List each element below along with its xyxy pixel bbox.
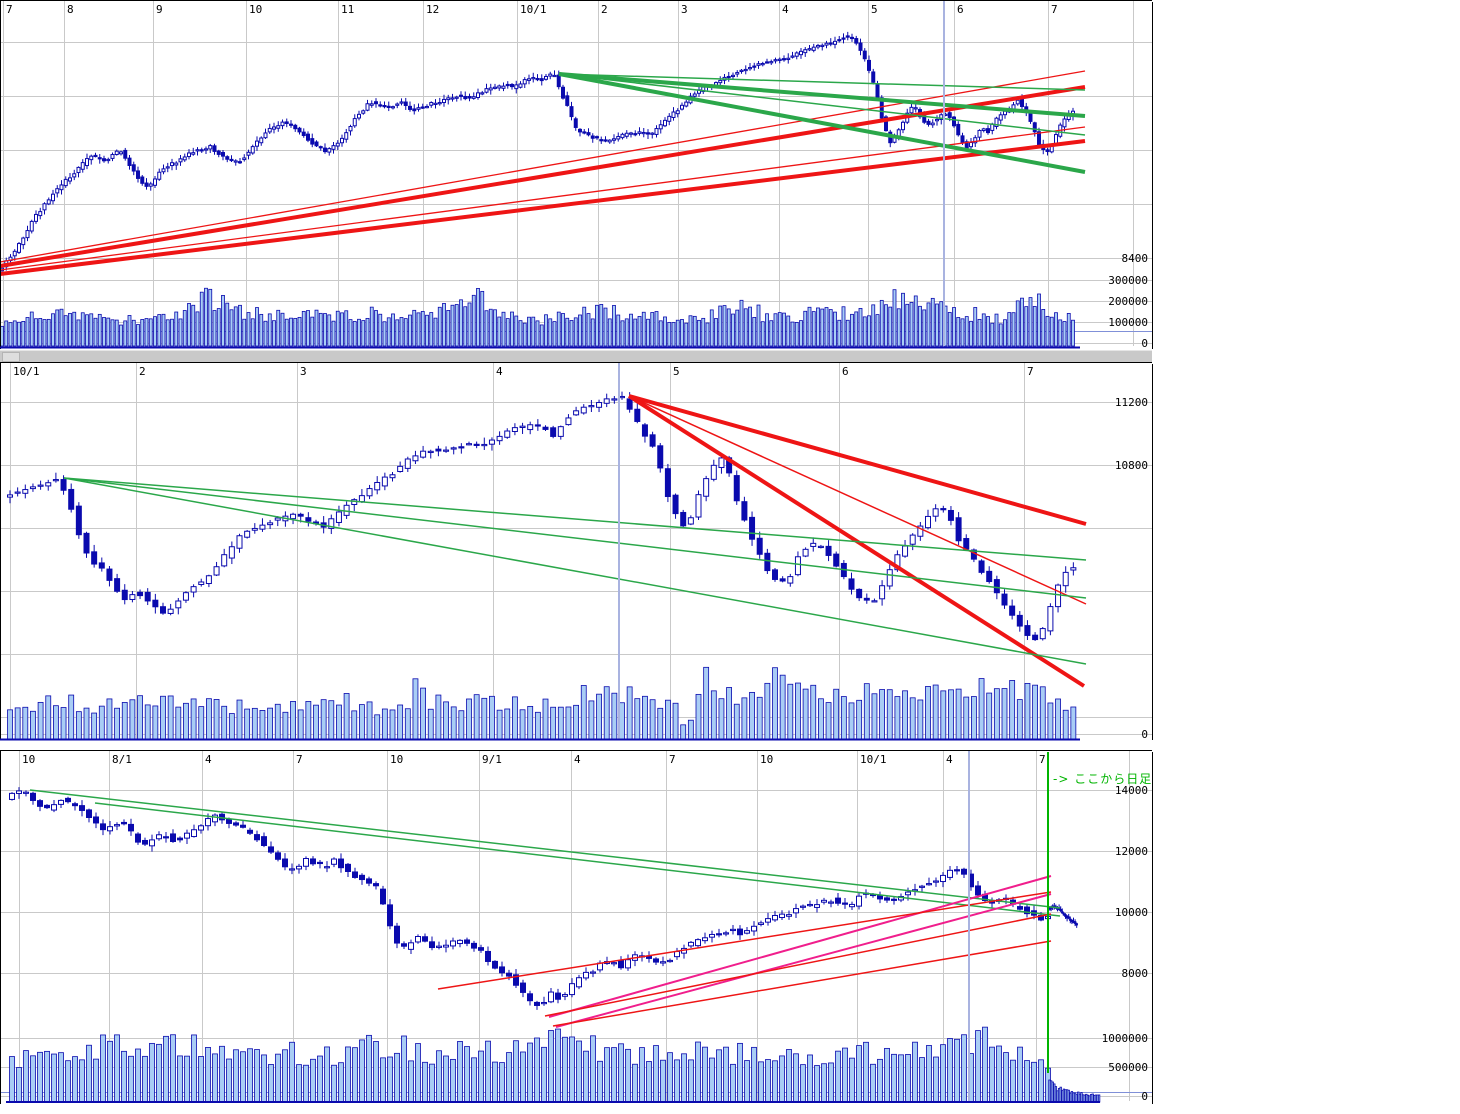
svg-text:300000: 300000 <box>1108 274 1148 287</box>
svg-text:10000: 10000 <box>1115 906 1148 919</box>
axis-labels-layer: 10 8/1 4 7 10 9/1 4 7 10 10/1 4 7 14000 12000 10000 800… <box>22 753 1148 1103</box>
marker-lines-layer <box>968 751 1049 1101</box>
svg-text:0: 0 <box>1141 1090 1148 1103</box>
svg-text:7: 7 <box>296 753 303 766</box>
volume-bars-layer <box>1048 1079 1101 1103</box>
volume-bars-layer <box>0 287 1075 347</box>
candles-layer <box>7 391 1077 641</box>
axis-labels-layer: 10/1 2 3 4 5 6 7 11200 10800 0 <box>13 365 1148 741</box>
candles-layer <box>9 787 1051 1010</box>
svg-text:12000: 12000 <box>1115 845 1148 858</box>
svg-text:8: 8 <box>67 3 74 16</box>
daily-from-here-annotation: -> ここから日足 <box>1053 772 1153 786</box>
horizontal-scrollbar[interactable] <box>0 350 1152 362</box>
svg-text:0: 0 <box>1141 337 1148 350</box>
svg-text:4: 4 <box>946 753 953 766</box>
svg-text:7: 7 <box>1051 3 1058 16</box>
svg-text:4: 4 <box>782 3 789 16</box>
svg-text:10800: 10800 <box>1115 459 1148 472</box>
axis-labels-layer: 7 8 9 10 11 12 10/1 2 3 4 5 6 7 8400 300000 200000 10000… <box>6 3 1148 350</box>
trendlines-layer[interactable] <box>29 789 1061 1028</box>
trendlines-layer[interactable] <box>0 70 1086 276</box>
svg-text:10/1: 10/1 <box>860 753 887 766</box>
svg-text:100000: 100000 <box>1108 316 1148 329</box>
top-panel-daily-1y: 7 8 9 10 11 12 10/1 2 3 4 5 6 7 8400 300000 200000 10000… <box>0 0 1153 350</box>
svg-text:1000000: 1000000 <box>1102 1032 1148 1045</box>
svg-text:11200: 11200 <box>1115 396 1148 409</box>
svg-text:10: 10 <box>390 753 403 766</box>
svg-text:7: 7 <box>1039 753 1046 766</box>
svg-text:7: 7 <box>669 753 676 766</box>
svg-text:500000: 500000 <box>1108 1061 1148 1074</box>
svg-text:6: 6 <box>957 3 964 16</box>
svg-text:7: 7 <box>1027 365 1034 378</box>
svg-text:3: 3 <box>681 3 688 16</box>
svg-text:4: 4 <box>496 365 503 378</box>
svg-text:8/1: 8/1 <box>112 753 132 766</box>
svg-text:10/1: 10/1 <box>520 3 547 16</box>
scrollbar-thumb[interactable] <box>2 352 20 362</box>
panel-borders <box>0 750 1153 1104</box>
svg-text:10: 10 <box>249 3 262 16</box>
svg-text:14000: 14000 <box>1115 784 1148 797</box>
svg-text:9: 9 <box>156 3 163 16</box>
svg-text:9/1: 9/1 <box>482 753 502 766</box>
svg-text:12: 12 <box>426 3 439 16</box>
candles-layer <box>0 31 1075 274</box>
svg-text:5: 5 <box>871 3 878 16</box>
svg-text:0: 0 <box>1141 728 1148 741</box>
trendlines-layer[interactable] <box>63 394 1087 688</box>
svg-text:200000: 200000 <box>1108 295 1148 308</box>
svg-text:6: 6 <box>842 365 849 378</box>
svg-text:10/1: 10/1 <box>13 365 40 378</box>
svg-text:4: 4 <box>205 753 212 766</box>
svg-text:2: 2 <box>139 365 146 378</box>
svg-text:10: 10 <box>760 753 773 766</box>
middle-panel-daily-6m: 10/1 2 3 4 5 6 7 11200 10800 0 <box>0 362 1153 741</box>
bottom-panel-weekly-3y: 10 8/1 4 7 10 9/1 4 7 10 10/1 4 7 14000 12000 10000 800… <box>0 750 1153 1104</box>
svg-text:5: 5 <box>673 365 680 378</box>
grid-layer <box>0 1 1152 346</box>
svg-text:11: 11 <box>341 3 354 16</box>
svg-text:8400: 8400 <box>1122 252 1149 265</box>
svg-text:8000: 8000 <box>1122 967 1149 980</box>
svg-text:10: 10 <box>22 753 35 766</box>
panel-borders <box>0 0 1153 349</box>
svg-text:2: 2 <box>601 3 608 16</box>
panel-borders <box>0 362 1153 741</box>
volume-bars-layer <box>7 666 1077 741</box>
svg-text:4: 4 <box>574 753 581 766</box>
svg-text:7: 7 <box>6 3 13 16</box>
svg-text:3: 3 <box>300 365 307 378</box>
